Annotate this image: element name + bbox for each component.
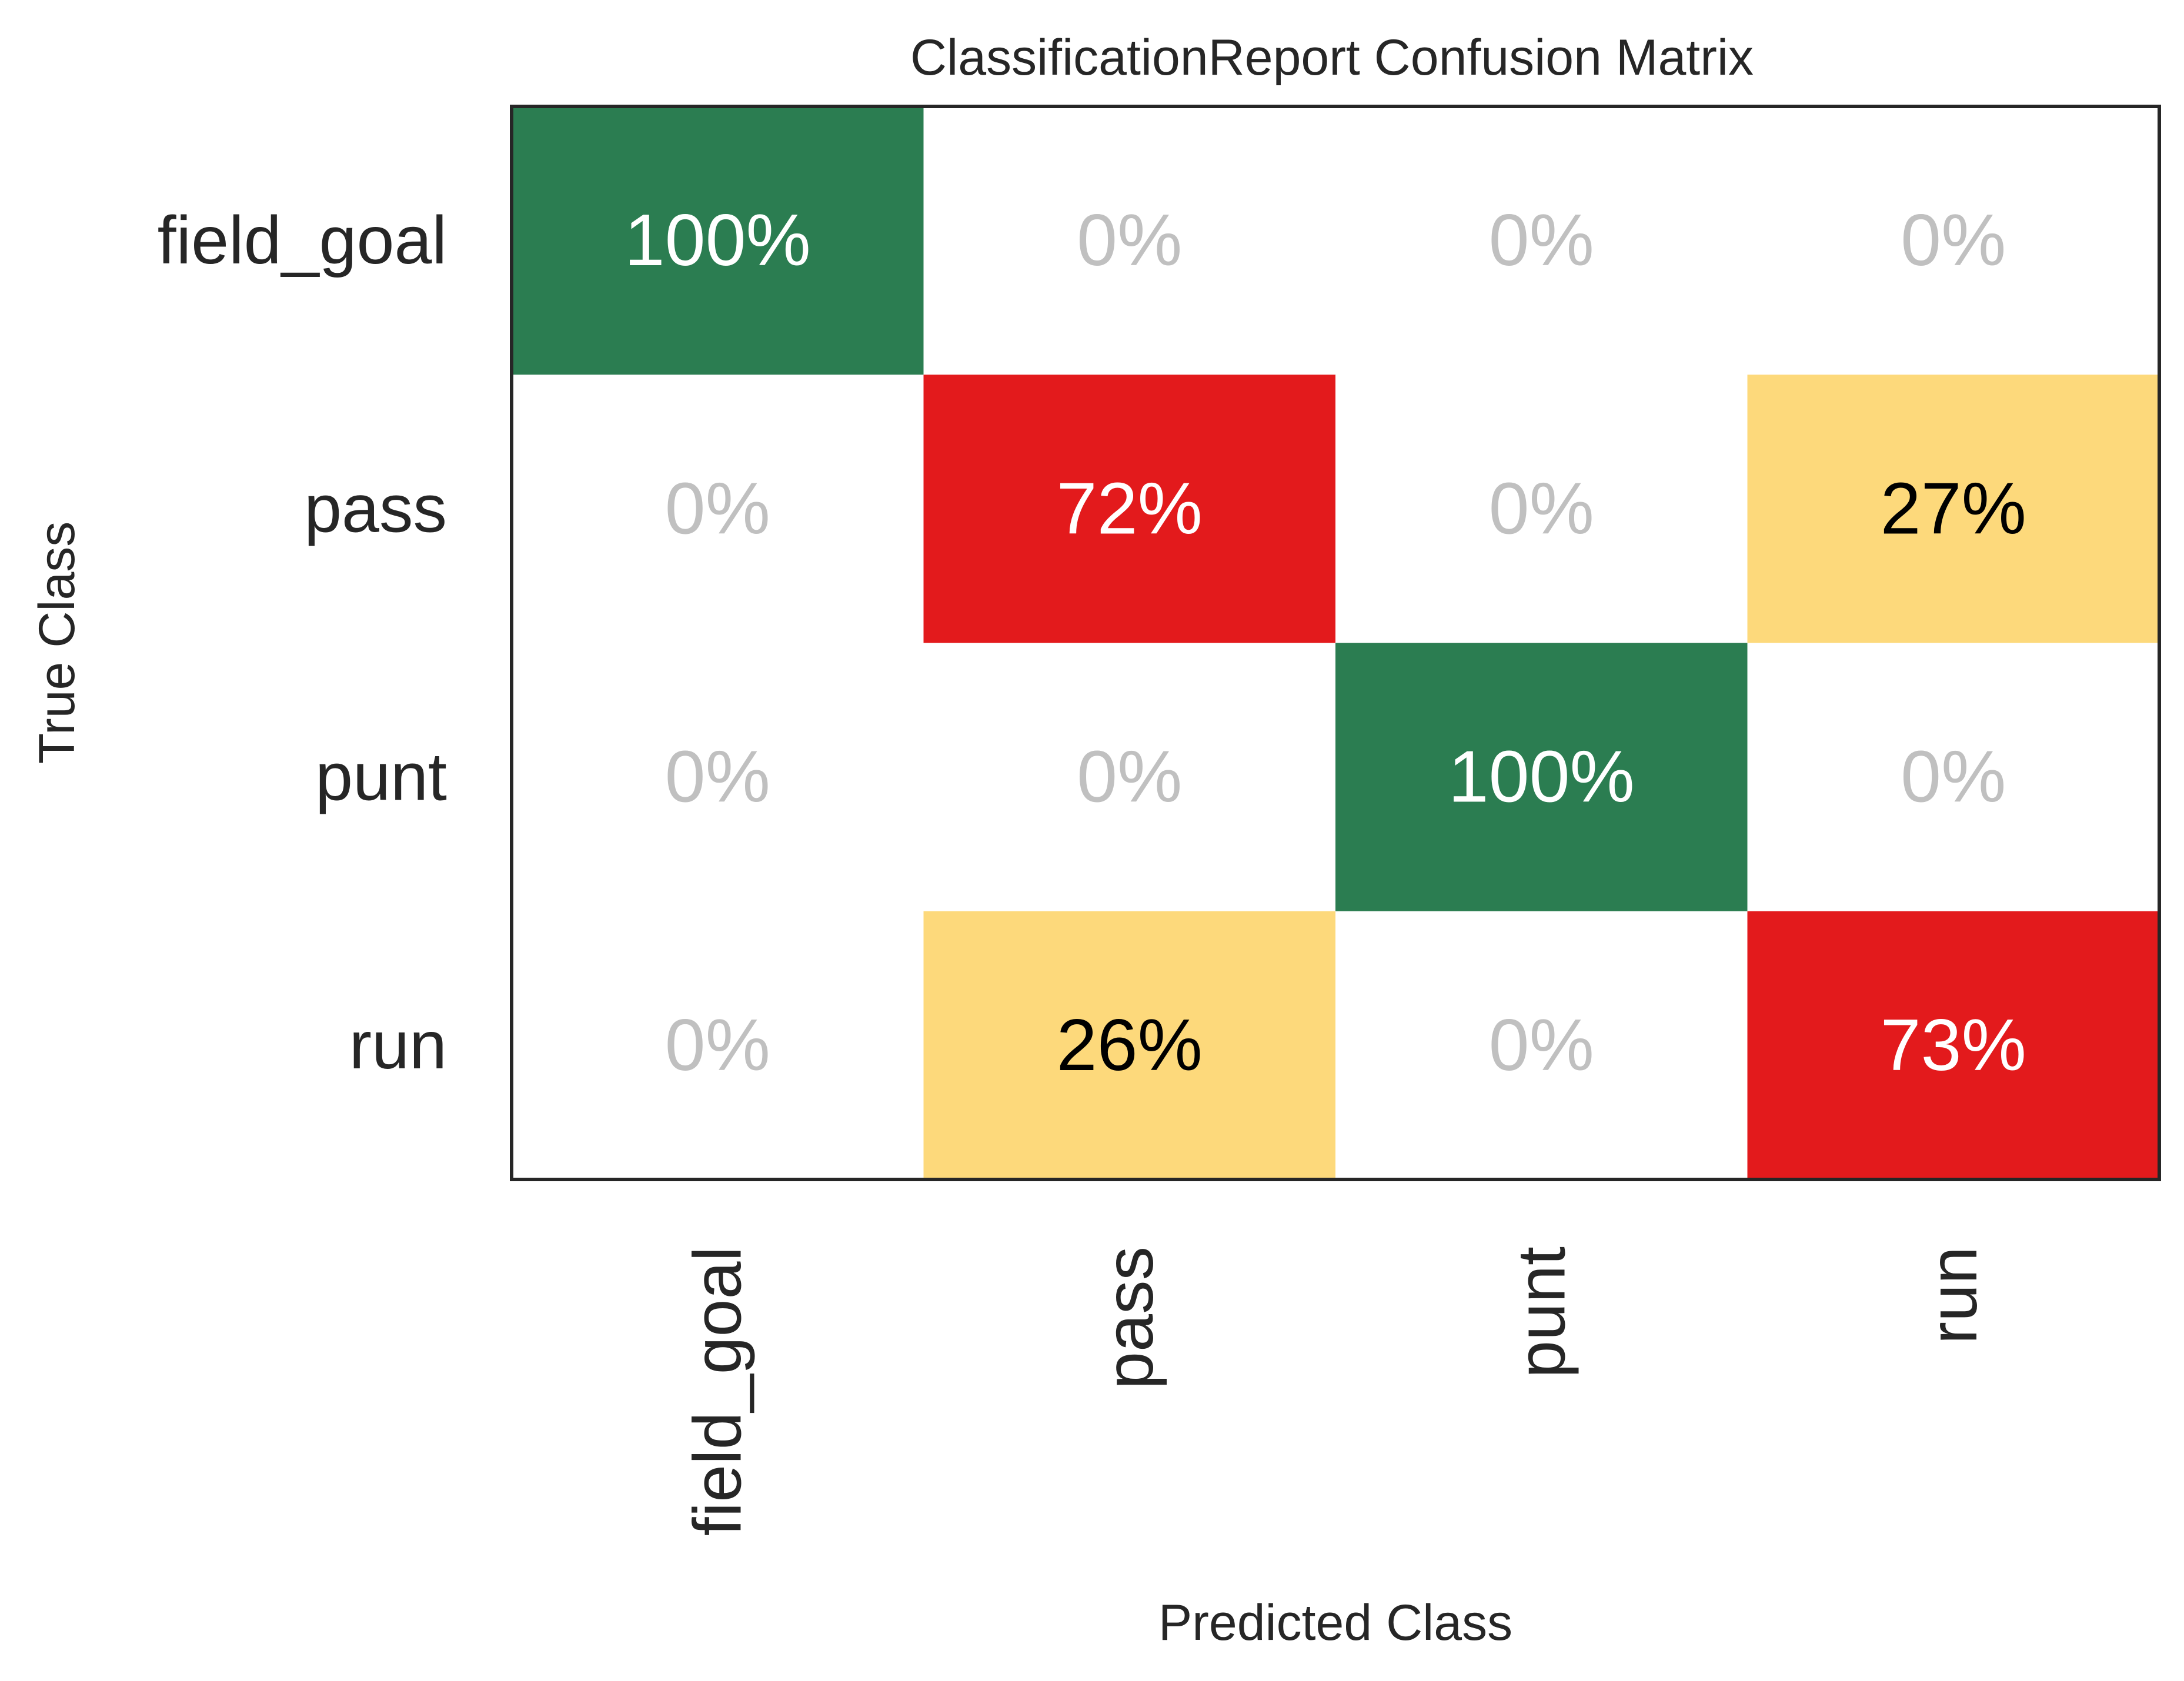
heatmap-cell-field_goal-punt	[1335, 106, 1748, 375]
chart-title: ClassificationReport Confusion Matrix	[910, 29, 1754, 86]
cell-value-label: 0%	[1077, 200, 1182, 281]
heatmap-cell-run-punt	[1335, 911, 1748, 1180]
heatmap-cell-field_goal-pass	[923, 106, 1336, 375]
cell-value-label: 0%	[665, 737, 770, 818]
x-tick-label: field_goal	[680, 1246, 755, 1536]
heatmap-cell-field_goal-field_goal	[512, 106, 924, 375]
y-tick-label: pass	[304, 471, 447, 546]
heatmap-cell-punt-punt	[1335, 643, 1748, 912]
cell-value-label: 0%	[1489, 468, 1594, 549]
heatmap-cell-punt-pass	[923, 643, 1336, 912]
y-tick-label: punt	[315, 740, 447, 815]
cell-value-label: 0%	[1489, 200, 1594, 281]
cell-value-label: 26%	[1057, 1005, 1203, 1086]
cell-value-label: 73%	[1881, 1005, 2026, 1086]
y-tick-label: run	[349, 1008, 447, 1083]
cell-value-label: 0%	[1901, 737, 2006, 818]
x-tick-labels: field_goal pass punt run	[680, 1246, 1991, 1536]
x-axis-label: Predicted Class	[1158, 1595, 1512, 1651]
heatmap-cell-run-field_goal	[512, 911, 924, 1180]
cell-value-label: 72%	[1057, 468, 1203, 549]
cell-value-label: 27%	[1881, 468, 2026, 549]
cell-value-label: 0%	[1489, 1005, 1594, 1086]
heatmap-cell-punt-run	[1747, 643, 2160, 912]
y-axis-label: True Class	[29, 522, 85, 764]
plot-frame	[510, 105, 2161, 1181]
heatmap-cell-run-run	[1747, 911, 2160, 1180]
heatmap-cells	[512, 106, 2160, 1180]
heatmap-cell-field_goal-run	[1747, 106, 2160, 375]
heatmap-cell-pass-field_goal	[512, 375, 924, 643]
heatmap-cell-pass-pass	[923, 375, 1336, 643]
heatmap-cell-run-pass	[923, 911, 1336, 1180]
cell-value-label: 0%	[1077, 737, 1182, 818]
heatmap-cell-punt-field_goal	[512, 643, 924, 912]
heatmap-cell-labels: 100% 0% 0% 0% 0% 72% 0% 27% 0% 0% 100% 0% 0% 26% 0% 73%	[625, 200, 2026, 1086]
heatmap-cell-pass-run	[1747, 375, 2160, 643]
heatmap-cell-pass-punt	[1335, 375, 1748, 643]
x-tick-label: run	[1916, 1246, 1991, 1344]
cell-value-label: 0%	[665, 1005, 770, 1086]
cell-value-label: 0%	[1901, 200, 2006, 281]
y-tick-label: field_goal	[158, 203, 447, 278]
x-tick-label: pass	[1092, 1246, 1167, 1389]
x-tick-label: punt	[1504, 1246, 1579, 1378]
cell-value-label: 100%	[1448, 737, 1635, 818]
cell-value-label: 0%	[665, 468, 770, 549]
cell-value-label: 100%	[625, 200, 811, 281]
